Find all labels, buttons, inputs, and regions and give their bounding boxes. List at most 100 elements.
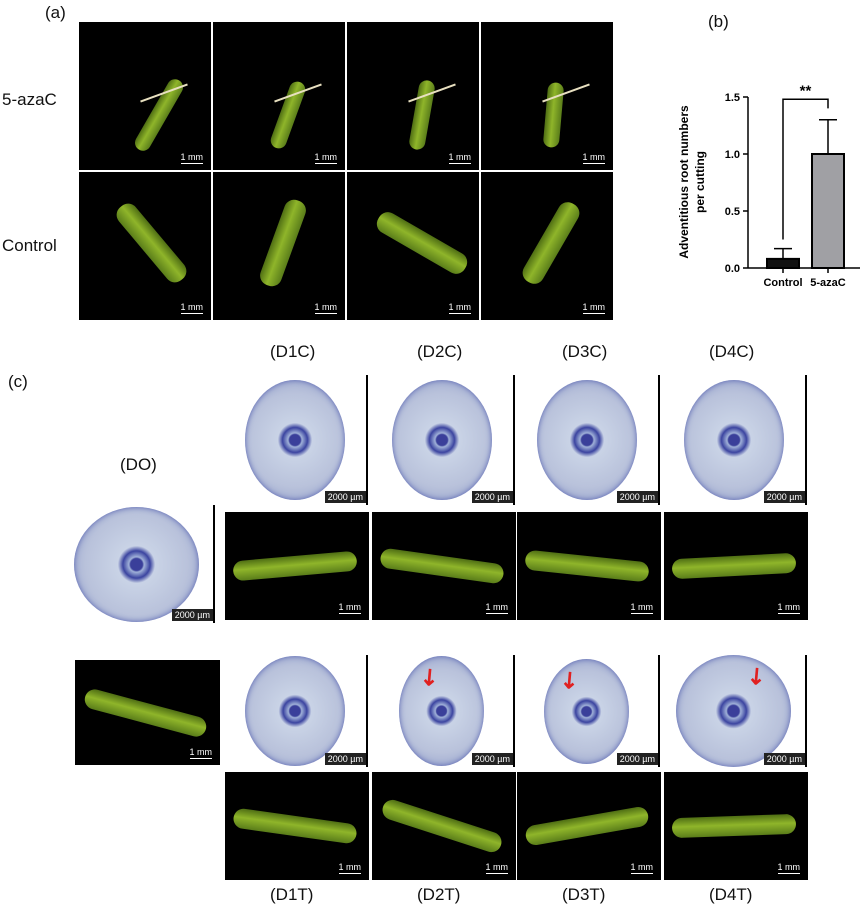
stem-cutting: [112, 199, 191, 287]
panel-b-label: (b): [708, 12, 729, 31]
section-(D2C): 2000 µm: [382, 375, 517, 505]
scale-label: 1 mm: [338, 862, 362, 872]
stem-photo-bottom: 1 mm: [225, 772, 369, 880]
y-tick-label: 0.5: [725, 206, 740, 218]
scale-line: [485, 873, 508, 874]
scale-label: 1 mm: [180, 302, 204, 312]
stem-photo: 1 mm: [481, 172, 613, 320]
stem-photo: 1 mm: [79, 22, 211, 170]
stem-photo: 1 mm: [347, 22, 479, 170]
section-scale-label: 2000 µm: [616, 491, 658, 503]
section-scale-label: 2000 µm: [324, 491, 366, 503]
bar-chart: Adventitious root numbers per cutting 0.0 0…: [677, 82, 860, 289]
scale-label: 1 mm: [777, 862, 801, 872]
scale-line: [314, 163, 337, 164]
column-label-top: (D1C): [270, 342, 316, 361]
section-(D2T): 2000 µm ↙: [382, 655, 517, 767]
stem-photo: 1 mm: [213, 22, 345, 170]
scale-line: [213, 505, 215, 623]
section-(D3C): 2000 µm: [527, 375, 662, 505]
column-label-bottom: (D3T): [562, 885, 606, 904]
cross-section-image: [676, 655, 791, 767]
panel-a-label: (a): [45, 3, 66, 22]
scale-bar: 1 mm: [630, 862, 654, 874]
y-tick-label: 0.0: [725, 263, 740, 275]
scale-line: [180, 163, 203, 164]
scale-line: [582, 163, 605, 164]
stem-photo: 1 mm: [481, 22, 613, 170]
scale-label: 1 mm: [448, 152, 472, 162]
scale-bar: 1 mm: [315, 302, 337, 314]
stem-photo-bottom: 1 mm: [517, 772, 661, 880]
scale-bar: 1 mm: [778, 602, 800, 614]
scale-bar: 1 mm: [485, 862, 509, 874]
scale-bar: 1 mm: [630, 602, 653, 614]
scale-label: 1 mm: [630, 862, 654, 872]
scale-bar: 1 mm: [180, 302, 204, 314]
scale-label: 1 mm: [448, 302, 472, 312]
scale-label: 1 mm: [314, 152, 338, 162]
stem-photo-top: 1 mm: [517, 512, 661, 620]
significance-marker: **: [800, 82, 812, 99]
scale-line: [448, 163, 471, 164]
x-tick-label: 5-azaC: [810, 277, 846, 289]
panel-c-label: (c): [8, 372, 28, 391]
stem-cutting: [542, 81, 565, 149]
y-axis-label-line1: Adventitious root numbers: [677, 105, 691, 259]
scale-bar: 1 mm: [448, 152, 472, 164]
section-scale-label: 2000 µm: [471, 491, 513, 503]
scale-line: [180, 313, 203, 314]
row-label-control: Control: [2, 236, 57, 255]
stem-photo-bottom: 1 mm: [664, 772, 808, 880]
section-(D3T): 2000 µm ↙: [527, 655, 662, 767]
stem-cutting: [408, 79, 436, 151]
cross-section-image: [683, 380, 784, 500]
y-tick-label: 1.5: [725, 92, 740, 104]
scale-bar: 1 mm: [485, 602, 508, 614]
column-label-top: (D2C): [417, 342, 463, 361]
stem-cutting: [82, 686, 209, 739]
scale-line: [805, 655, 807, 767]
stem-photo-top: 1 mm: [372, 512, 516, 620]
section-(D1T): 2000 µm: [235, 655, 370, 767]
y-tick-label: 1.0: [725, 149, 740, 161]
cross-section-image: [244, 380, 345, 500]
scale-line: [338, 613, 361, 614]
stem-cutting: [671, 813, 797, 839]
scale-line: [366, 375, 368, 505]
scale-line: [366, 655, 368, 767]
scale-bar: 1 mm: [448, 302, 472, 314]
scale-line: [448, 313, 471, 314]
scale-line: [658, 375, 660, 505]
scale-label: 1 mm: [485, 862, 509, 872]
stem-photo-DO: 1 mm: [75, 660, 220, 765]
column-label-top: (D3C): [562, 342, 608, 361]
column-label-top: (D4C): [709, 342, 755, 361]
scale-line: [485, 613, 508, 614]
scale-line: [630, 613, 653, 614]
column-label-bottom: (D4T): [709, 885, 753, 904]
stem-cutting: [379, 797, 505, 855]
column-label-bottom: (D2T): [417, 885, 461, 904]
stem-photo-bottom: 1 mm: [372, 772, 516, 880]
cross-section-image: [399, 656, 484, 766]
scale-bar: 1 mm: [338, 862, 362, 874]
column-label-bottom: (D1T): [270, 885, 314, 904]
scale-bar: 1 mm: [777, 862, 801, 874]
stem-cutting: [524, 805, 650, 847]
stem-cutting: [518, 198, 584, 288]
scale-label: 1 mm: [582, 302, 606, 312]
stem-photo: 1 mm: [347, 172, 479, 320]
stem-cutting: [671, 552, 797, 580]
section-scale-label: 2000 µm: [171, 609, 213, 621]
scale-bar: 1 mm: [338, 602, 361, 614]
scale-line: [189, 758, 212, 759]
stem-cutting: [232, 807, 358, 845]
section-scale-label: 2000 µm: [763, 491, 805, 503]
scale-line: [658, 655, 660, 767]
section-DO: 2000 µm: [72, 505, 217, 623]
scale-label: 1 mm: [582, 152, 606, 162]
stem-cutting: [524, 549, 650, 583]
y-axis-label-line2: per cutting: [693, 151, 707, 213]
stem-photo-top: 1 mm: [225, 512, 369, 620]
